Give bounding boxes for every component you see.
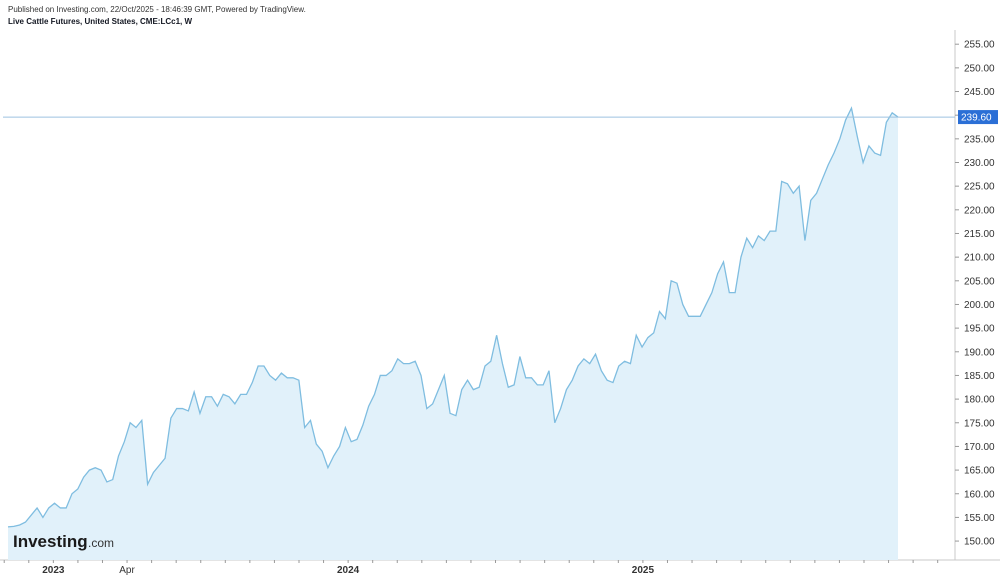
x-tick-label: Apr [119, 565, 135, 576]
y-tick-label: 250.00 [964, 63, 995, 74]
y-tick-label: 230.00 [964, 158, 995, 169]
y-tick-label: 180.00 [964, 395, 995, 406]
x-tick-label: 2025 [632, 565, 655, 576]
y-tick-label: 160.00 [964, 489, 995, 500]
last-price-tag [958, 110, 998, 125]
logo-main-text: Investing [13, 532, 88, 551]
y-tick-label: 190.00 [964, 347, 995, 358]
y-tick-label: 255.00 [964, 40, 995, 51]
y-tick-label: 215.00 [964, 229, 995, 240]
last-price-marker: 239.60 [3, 110, 998, 125]
x-axis: 2023 Apr 2024 2025 [3, 560, 939, 576]
y-tick-label: 235.00 [964, 134, 995, 145]
y-tick-label: 175.00 [964, 418, 995, 429]
price-area [7, 106, 899, 560]
y-tick-label: 150.00 [964, 537, 995, 548]
investing-logo: Investing .com [13, 532, 114, 551]
y-tick-label: 225.00 [964, 182, 995, 193]
y-tick-label: 165.00 [964, 466, 995, 477]
published-caption: Published on Investing.com, 22/Oct/2025 … [8, 5, 306, 14]
last-price-label: 239.60 [961, 113, 992, 124]
y-tick-label: 205.00 [964, 276, 995, 287]
price-area-fill [8, 108, 898, 560]
chart-title: Live Cattle Futures, United States, CME:… [8, 17, 193, 26]
y-tick-label: 185.00 [964, 371, 995, 382]
logo-suffix-text: .com [88, 536, 114, 550]
y-tick-label: 200.00 [964, 300, 995, 311]
y-tick-label: 210.00 [964, 253, 995, 264]
y-tick-label: 245.00 [964, 87, 995, 98]
y-tick-label: 155.00 [964, 513, 995, 524]
y-tick-label: 170.00 [964, 442, 995, 453]
y-tick-label: 195.00 [964, 324, 995, 335]
y-tick-label: 220.00 [964, 205, 995, 216]
x-tick-label: 2024 [337, 565, 360, 576]
price-line [7, 106, 899, 528]
x-tick-label: 2023 [42, 565, 65, 576]
